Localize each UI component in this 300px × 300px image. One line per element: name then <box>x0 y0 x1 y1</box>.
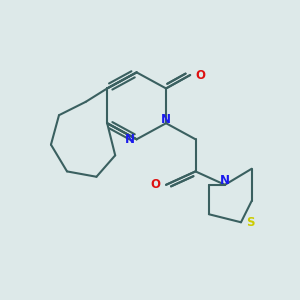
Text: O: O <box>196 69 206 82</box>
Text: N: N <box>125 133 135 146</box>
Text: N: N <box>220 174 230 187</box>
Text: S: S <box>246 216 255 229</box>
Text: N: N <box>161 113 171 126</box>
Text: O: O <box>151 178 161 191</box>
